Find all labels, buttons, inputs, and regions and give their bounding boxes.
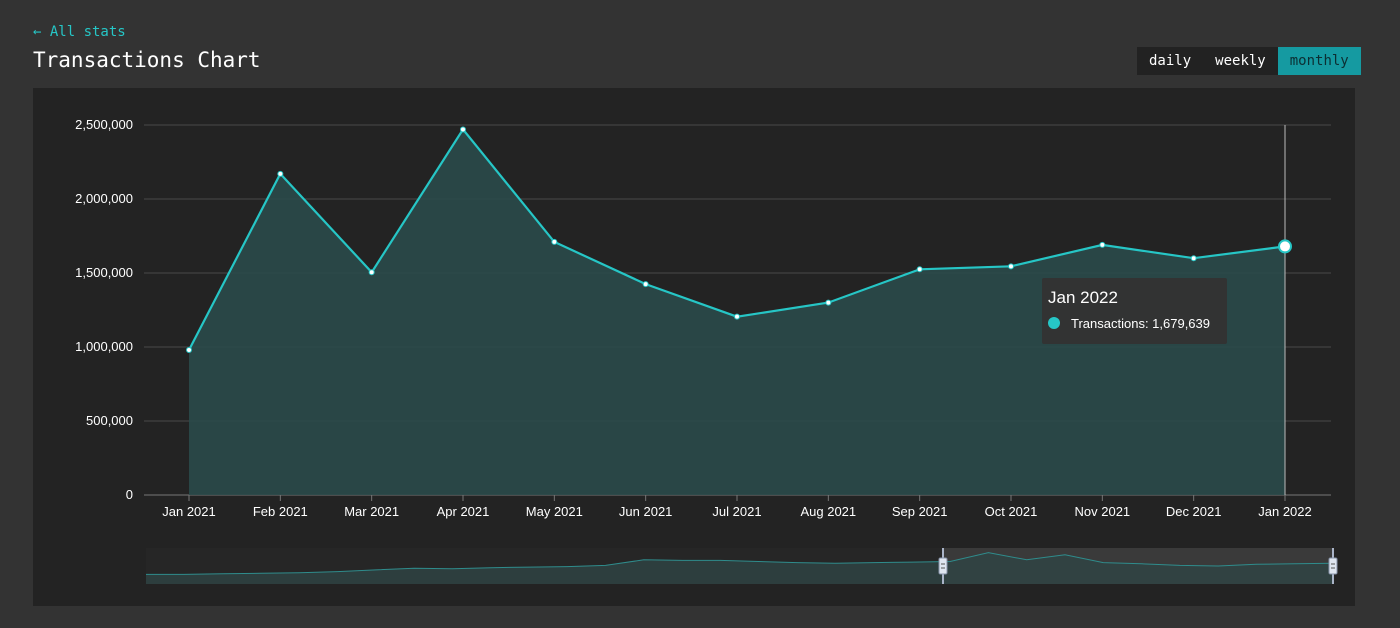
navigator-line <box>146 552 1334 575</box>
page-title: Transactions Chart <box>33 48 261 72</box>
y-tick-label: 1,500,000 <box>75 265 133 280</box>
x-tick-label: Jun 2021 <box>619 504 673 519</box>
data-point[interactable] <box>1190 255 1197 262</box>
x-axis: Jan 2021 Feb 2021 Mar 2021 Apr 2021 May 2021… <box>162 495 1312 519</box>
y-axis: 0 500,000 1,000,000 1,500,000 2,000,000 2,500… <box>75 117 133 502</box>
x-tick-label: Oct 2021 <box>985 504 1038 519</box>
y-tick-label: 2,500,000 <box>75 117 133 132</box>
x-tick-label: Aug 2021 <box>800 504 856 519</box>
data-point[interactable] <box>186 346 192 353</box>
data-point[interactable] <box>551 238 558 245</box>
navigator-right-handle[interactable] <box>1328 557 1338 575</box>
data-point[interactable] <box>1099 241 1106 248</box>
x-tick-label: May 2021 <box>526 504 583 519</box>
y-tick-label: 0 <box>126 487 133 502</box>
tooltip: Jan 2022 Transactions: 1,679,639 <box>1042 278 1227 344</box>
tooltip-background <box>1042 278 1227 344</box>
x-tick-label: Jan 2022 <box>1258 504 1312 519</box>
tooltip-title: Jan 2022 <box>1048 288 1118 307</box>
data-point[interactable] <box>916 266 923 273</box>
y-tick-label: 500,000 <box>86 413 133 428</box>
series-area <box>189 129 1285 495</box>
data-point[interactable] <box>277 170 284 177</box>
transactions-chart[interactable]: 0 500,000 1,000,000 1,500,000 2,000,000 2,500… <box>33 88 1355 606</box>
data-point[interactable] <box>825 299 832 306</box>
x-tick-label: Dec 2021 <box>1166 504 1222 519</box>
period-daily-button[interactable]: daily <box>1137 47 1204 75</box>
navigator-area <box>146 552 1333 584</box>
x-tick-label: Jan 2021 <box>162 504 216 519</box>
tooltip-series-dot <box>1048 317 1060 329</box>
navigator-left-handle[interactable] <box>938 557 948 575</box>
y-tick-label: 2,000,000 <box>75 191 133 206</box>
x-tick-label: Mar 2021 <box>344 504 399 519</box>
data-point[interactable] <box>368 269 375 276</box>
series-points <box>186 126 1292 353</box>
x-tick-label: Feb 2021 <box>253 504 308 519</box>
period-monthly-button[interactable]: monthly <box>1277 47 1361 75</box>
tooltip-value: Transactions: 1,679,639 <box>1071 316 1210 331</box>
data-point[interactable] <box>734 313 740 320</box>
data-point[interactable] <box>1008 263 1014 270</box>
x-tick-label: Sep 2021 <box>892 504 948 519</box>
x-tick-label: Jul 2021 <box>712 504 761 519</box>
data-point[interactable] <box>642 281 649 288</box>
back-link-all-stats[interactable]: ← All stats <box>33 24 126 40</box>
period-weekly-button[interactable]: weekly <box>1203 47 1278 75</box>
range-navigator[interactable] <box>146 548 1338 584</box>
x-tick-label: Nov 2021 <box>1075 504 1131 519</box>
chart-panel: 0 500,000 1,000,000 1,500,000 2,000,000 2,500… <box>33 88 1355 606</box>
period-toggle: daily weekly monthly <box>1137 47 1361 75</box>
x-tick-label: Apr 2021 <box>437 504 490 519</box>
data-point[interactable] <box>460 126 466 133</box>
data-point-highlighted[interactable] <box>1278 239 1292 254</box>
y-tick-label: 1,000,000 <box>75 339 133 354</box>
